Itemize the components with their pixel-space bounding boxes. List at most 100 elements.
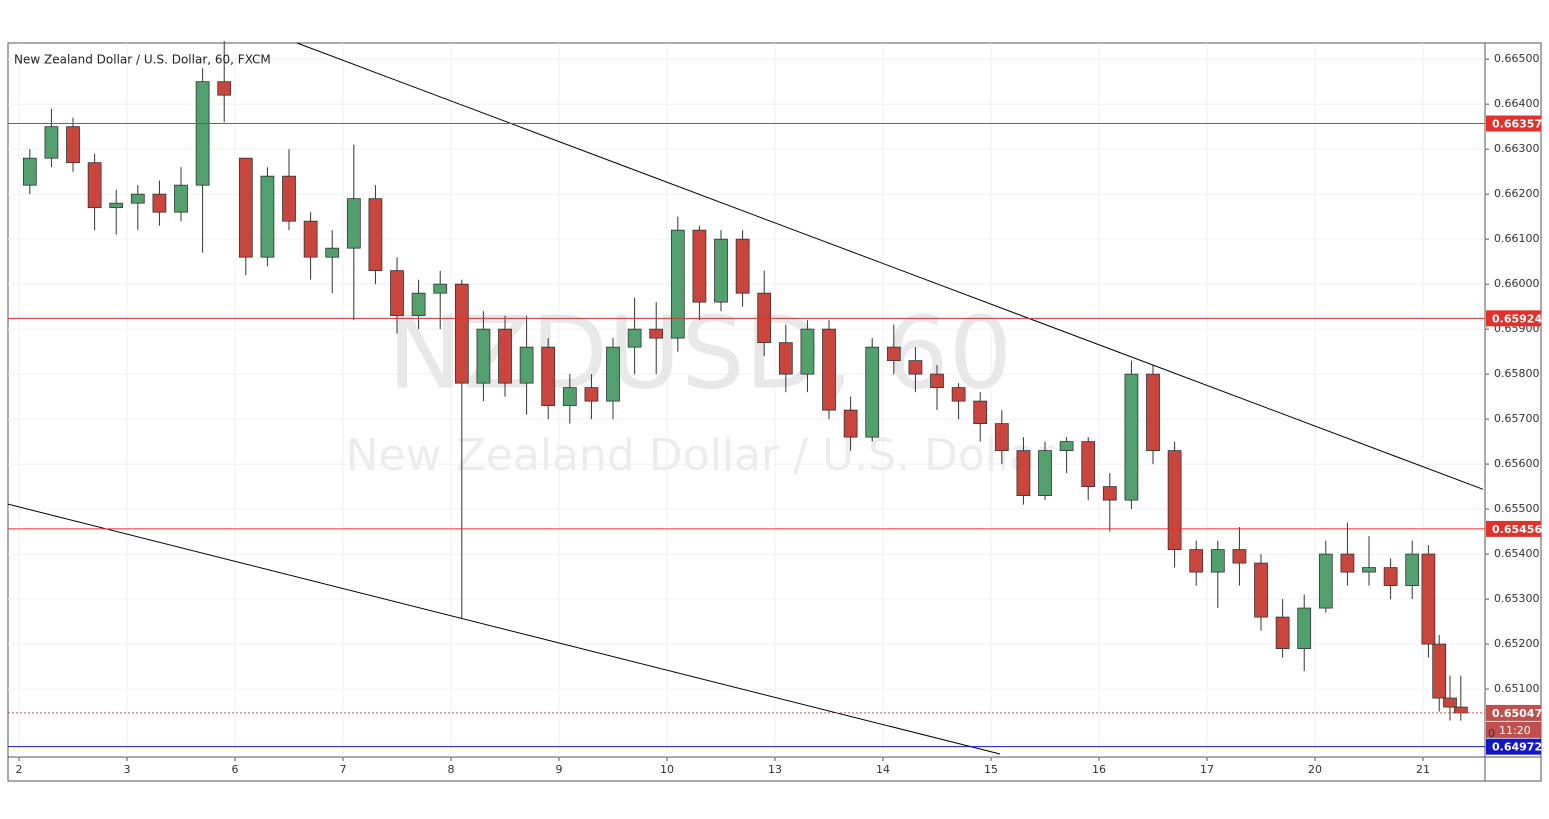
candle-body <box>260 175 275 258</box>
x-tick-label: 10 <box>660 763 674 776</box>
y-tick-label: 0.65100 <box>1494 682 1540 695</box>
candle-body <box>454 283 469 384</box>
candle-body <box>519 346 534 384</box>
candle-body <box>303 220 318 258</box>
x-tick-label: 13 <box>768 763 782 776</box>
candle-body <box>670 229 685 339</box>
candle-body <box>908 360 923 375</box>
candle-body <box>584 387 599 402</box>
candle-body <box>1275 616 1290 649</box>
x-tick-label: 16 <box>1092 763 1106 776</box>
price-label-box <box>1486 704 1541 721</box>
price-label: 0.65456 <box>1492 523 1542 536</box>
candle-body <box>195 81 210 186</box>
candle-body <box>1124 373 1139 501</box>
y-tick-label: 0.65700 <box>1494 412 1540 425</box>
candle-body <box>930 373 944 389</box>
candle-body <box>541 346 556 407</box>
y-tick-label: 0.66100 <box>1494 232 1540 245</box>
candle-body <box>174 184 188 213</box>
x-tick-label: 6 <box>232 763 239 776</box>
candle-body <box>1421 553 1436 645</box>
candle-body <box>1453 706 1468 714</box>
trend-line <box>7 503 1001 755</box>
candle-body <box>1102 486 1117 501</box>
candle-body <box>87 162 102 209</box>
candle-body <box>368 198 383 272</box>
volume-label: 0 <box>1488 727 1495 740</box>
y-tick-label: 0.66400 <box>1494 97 1540 110</box>
candle-body <box>238 157 253 258</box>
candle-body <box>217 81 232 96</box>
y-tick-label: 0.66500 <box>1494 52 1540 65</box>
price-label-box <box>1486 520 1541 537</box>
price-label: 0.65924 <box>1492 312 1542 325</box>
candle-body <box>282 175 296 222</box>
x-tick-label: 7 <box>340 763 347 776</box>
price-label-box <box>1486 310 1541 327</box>
candle-body <box>346 198 361 249</box>
candle-body <box>1340 553 1355 573</box>
candle-body <box>411 292 426 317</box>
y-tick-label: 0.65200 <box>1494 637 1540 650</box>
candle-body <box>1318 553 1333 609</box>
marks <box>7 41 1485 755</box>
y-tick-label: 0.65800 <box>1494 367 1540 380</box>
x-tick-label: 17 <box>1200 763 1214 776</box>
candle-body <box>822 328 836 411</box>
candle-body <box>800 328 815 375</box>
candle-body <box>1254 562 1268 618</box>
candle-body <box>951 387 966 402</box>
price-label: 0.65047 <box>1492 707 1542 720</box>
candle-body <box>886 346 901 362</box>
candle-body <box>562 387 577 407</box>
x-tick-label: 9 <box>556 763 563 776</box>
candle-body <box>433 283 448 294</box>
trend-line <box>296 42 1484 490</box>
watermark-name: New Zealand Dollar / U.S. Dollar <box>346 430 1056 481</box>
candle-body <box>390 270 404 317</box>
candle-body <box>1383 567 1398 586</box>
x-tick-label: 3 <box>124 763 131 776</box>
watermark-symbol: NZDUSD, 60 <box>388 294 1013 411</box>
candle-body <box>1443 697 1457 708</box>
chart-frame <box>7 42 1542 782</box>
y-tick-label: 0.66200 <box>1494 187 1540 200</box>
candle-body <box>1232 549 1247 564</box>
candle-body <box>627 328 642 348</box>
candle-body <box>109 202 124 209</box>
candle-body <box>606 346 620 402</box>
y-tick-label: 0.65500 <box>1494 502 1540 515</box>
candle-body <box>1189 549 1204 573</box>
candle-body <box>994 423 1009 452</box>
candle-body <box>66 126 80 164</box>
candle-body <box>22 157 37 186</box>
chart-title: New Zealand Dollar / U.S. Dollar, 60, FX… <box>14 53 271 67</box>
price-label-box <box>1486 115 1541 132</box>
y-tick-label: 0.66300 <box>1494 142 1540 155</box>
x-tick-label: 8 <box>448 763 455 776</box>
candle-body <box>1432 643 1447 699</box>
candle-body <box>692 229 707 303</box>
candle-body <box>735 238 750 294</box>
candle-body <box>1210 549 1225 573</box>
x-tick-label: 15 <box>984 763 998 776</box>
candle-body <box>1362 567 1376 573</box>
countdown: 11:20 <box>1499 724 1531 737</box>
x-tick-label: 2 <box>16 763 23 776</box>
candle-body <box>1405 553 1420 586</box>
candle-body <box>498 328 512 384</box>
candle-body <box>1146 373 1160 452</box>
y-tick-label: 0.66000 <box>1494 277 1540 290</box>
candle-body <box>1081 441 1096 488</box>
candle-body <box>130 193 145 204</box>
y-tick-label: 0.65600 <box>1494 457 1540 470</box>
x-tick-label: 14 <box>876 763 890 776</box>
x-tick-label: 21 <box>1416 763 1430 776</box>
candle-body <box>1167 450 1182 550</box>
candle-body <box>1038 450 1052 497</box>
price-label: 0.66357 <box>1492 118 1542 131</box>
y-tick-label: 0.65400 <box>1494 547 1540 560</box>
candle-body <box>649 328 664 339</box>
